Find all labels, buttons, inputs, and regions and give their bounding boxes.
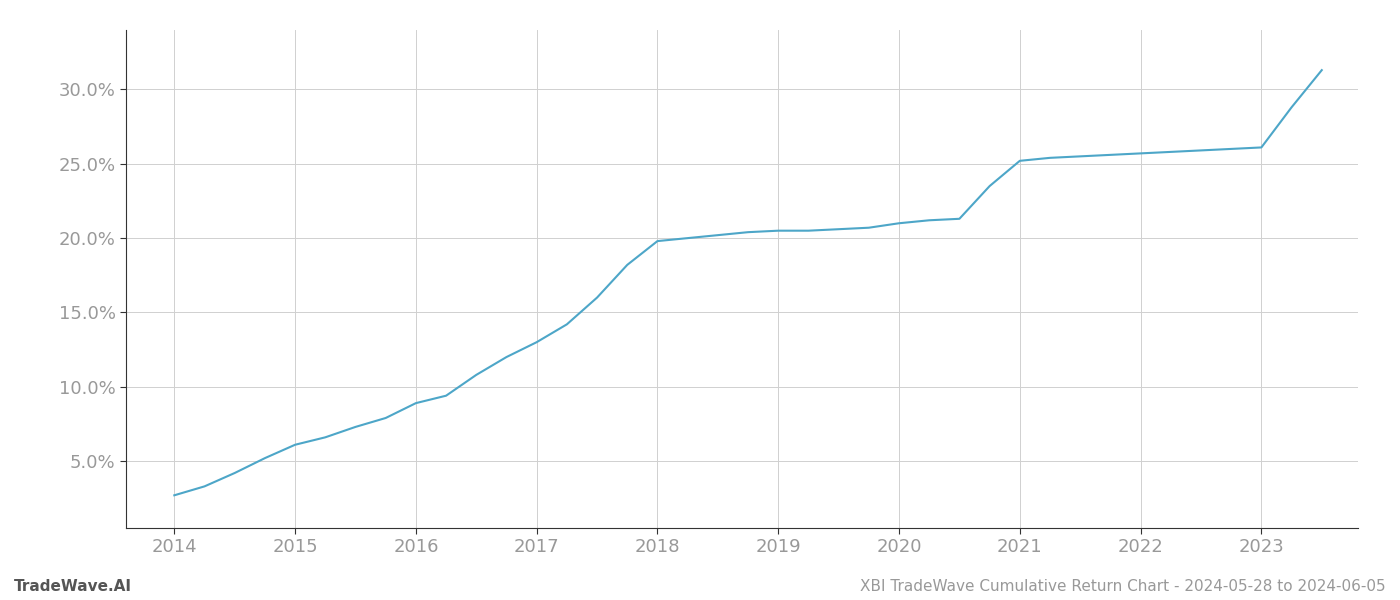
Text: XBI TradeWave Cumulative Return Chart - 2024-05-28 to 2024-06-05: XBI TradeWave Cumulative Return Chart - … <box>861 579 1386 594</box>
Text: TradeWave.AI: TradeWave.AI <box>14 579 132 594</box>
